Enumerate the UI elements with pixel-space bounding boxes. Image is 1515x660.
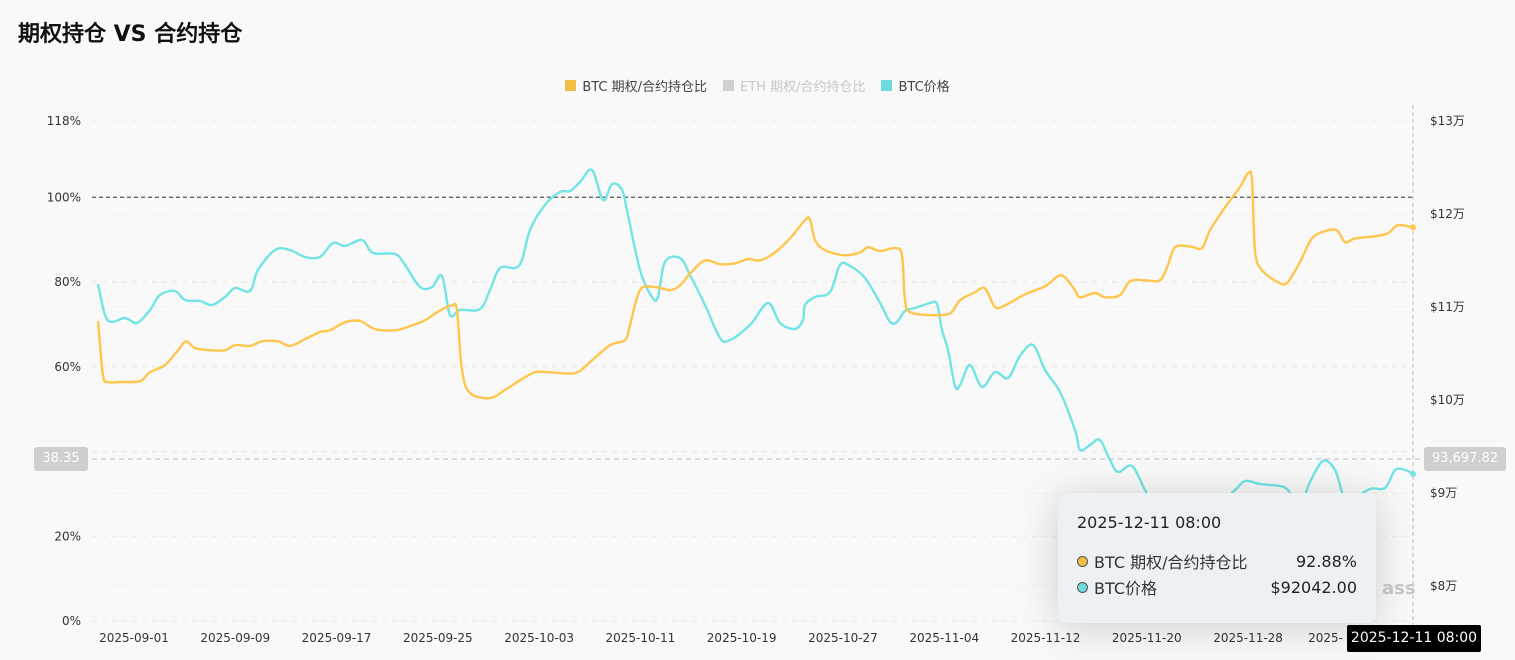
- crosshair-x-label: 2025-12-11 08:00: [1347, 625, 1481, 652]
- y-left-tick-label: 100%: [47, 190, 81, 204]
- x-tick-label: 2025-09-25: [403, 631, 473, 645]
- series-endpoint: [1410, 471, 1417, 478]
- tooltip-label: BTC 期权/合约持仓比: [1094, 553, 1248, 572]
- tooltip-row-btc-ratio: BTC 期权/合约持仓比 92.88%: [1077, 548, 1357, 574]
- y-left-tick-label: 80%: [54, 275, 81, 289]
- x-tick-label: 2025-10-27: [808, 631, 878, 645]
- page-title: 期权持仓 VS 合约持仓: [18, 22, 243, 47]
- x-tick-label: 2025-10-19: [707, 631, 777, 645]
- watermark: ass: [1382, 578, 1416, 599]
- tooltip-dot-icon: [1077, 581, 1088, 593]
- x-tick-label: 2025-11-12: [1011, 631, 1081, 645]
- crosshair-right-value: 93,697.82: [1424, 447, 1506, 471]
- crosshair-left-value: 38.35: [34, 447, 88, 471]
- legend-swatch-btc-ratio: [565, 80, 577, 91]
- legend-swatch-eth-ratio: [723, 80, 735, 91]
- y-left-tick-label: 0%: [62, 614, 81, 628]
- x-tick-label: 2025-09-17: [302, 631, 372, 645]
- y-left-tick-label: 20%: [54, 529, 81, 543]
- legend-label: BTC价格: [898, 80, 950, 95]
- x-tick-label: 2025-11-20: [1112, 631, 1182, 645]
- x-tick-label: 2025-: [1308, 631, 1343, 645]
- y-right-tick-label: $8万: [1430, 579, 1457, 593]
- y-right-tick-label: $10万: [1430, 393, 1465, 407]
- x-tick-label: 2025-10-11: [606, 631, 676, 645]
- y-right-tick-label: $12万: [1430, 207, 1465, 221]
- y-right-tick-label: $13万: [1430, 114, 1465, 128]
- y-left-tick-label: 118%: [47, 114, 81, 128]
- y-right-tick-label: $11万: [1430, 300, 1465, 314]
- tooltip-value: $92042.00: [1270, 577, 1357, 597]
- legend-label: ETH 期权/合约持仓比: [740, 80, 866, 95]
- x-tick-label: 2025-09-09: [200, 631, 270, 645]
- tooltip-value: 92.88%: [1295, 551, 1357, 571]
- legend-swatch-btc-price: [881, 80, 893, 91]
- tooltip-label: BTC价格: [1094, 579, 1157, 598]
- legend-label: BTC 期权/合约持仓比: [582, 80, 708, 95]
- series-endpoint: [1410, 224, 1417, 231]
- tooltip-row-btc-price: BTC价格 $92042.00: [1077, 574, 1357, 600]
- tooltip-dot-icon: [1077, 555, 1088, 567]
- tooltip-date: 2025-12-11 08:00: [1077, 513, 1222, 532]
- x-tick-label: 2025-09-01: [99, 631, 169, 645]
- series-line-btc-ratio: [96, 170, 1414, 400]
- y-right-tick-label: $9万: [1430, 486, 1457, 500]
- x-tick-label: 2025-11-28: [1213, 631, 1283, 645]
- tooltip: 2025-12-11 08:00 BTC 期权/合约持仓比 92.88% BTC…: [1058, 493, 1376, 623]
- x-tick-label: 2025-11-04: [909, 631, 979, 645]
- legend-item-btc-price[interactable]: BTC价格: [881, 76, 950, 95]
- x-tick-label: 2025-10-03: [504, 631, 574, 645]
- y-left-tick-label: 60%: [54, 360, 81, 374]
- legend-item-btc-ratio[interactable]: BTC 期权/合约持仓比: [565, 76, 707, 95]
- legend-item-eth-ratio[interactable]: ETH 期权/合约持仓比: [723, 76, 865, 95]
- chart-legend: BTC 期权/合约持仓比 ETH 期权/合约持仓比 BTC价格: [0, 76, 1515, 95]
